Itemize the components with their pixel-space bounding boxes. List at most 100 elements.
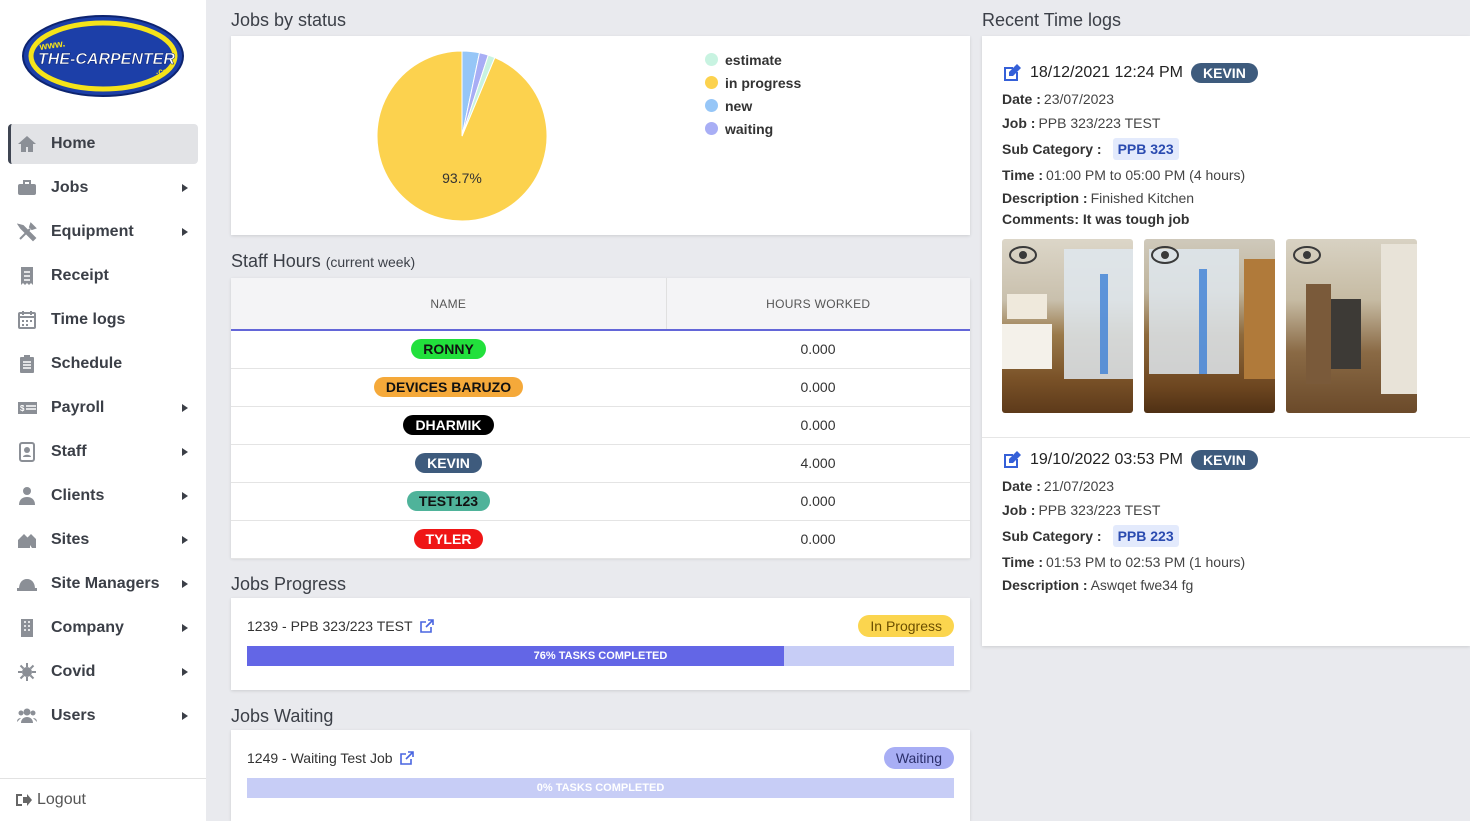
caret-right-icon (182, 624, 188, 632)
caret-right-icon (182, 404, 188, 412)
sidebar-item-receipt[interactable]: Receipt (8, 254, 198, 298)
job-label: Job : (1002, 115, 1036, 131)
sidebar-item-users[interactable]: Users (8, 694, 198, 738)
jobs-by-status-card: 93.7% estimate in progress new waiting (231, 36, 970, 235)
log-header: 18/12/2021 12:24 PM KEVIN (1002, 61, 1428, 85)
legend-item-waiting[interactable]: waiting (705, 117, 801, 140)
log-subcat-line: Sub Category : PPB 323 (1002, 135, 1428, 163)
hard-hat-icon (16, 574, 38, 594)
progress-bar-fill (247, 646, 785, 666)
log-date-line: Date :23/07/2023 (1002, 87, 1428, 111)
logout-button[interactable]: Logout (0, 778, 206, 821)
sidebar-item-staff[interactable]: Staff (8, 430, 198, 474)
caret-right-icon (182, 492, 188, 500)
sidebar-item-clients[interactable]: Clients (8, 474, 198, 518)
users-icon (16, 706, 38, 726)
photo-thumbnail[interactable] (1286, 239, 1417, 413)
edit-icon[interactable] (1002, 63, 1022, 83)
edit-icon[interactable] (1002, 450, 1022, 470)
legend-item-estimate[interactable]: estimate (705, 48, 801, 71)
clipboard-icon (16, 354, 38, 374)
external-link-icon[interactable] (419, 619, 434, 633)
external-link-icon[interactable] (399, 751, 414, 765)
id-badge-icon (16, 442, 38, 462)
legend-swatch (705, 122, 718, 135)
log-subcat-line: Sub Category : PPB 223 (1002, 522, 1258, 550)
caret-right-icon (182, 448, 188, 456)
sidebar-item-label: Sites (51, 531, 90, 548)
time-label: Time : (1002, 167, 1043, 183)
log-datetime: 19/10/2022 03:53 PM (1030, 451, 1184, 468)
log-header: 19/10/2022 03:53 PM KEVIN (1002, 448, 1258, 472)
log-job-line: Job : PPB 323/223 TEST (1002, 111, 1428, 135)
svg-text:$: $ (20, 404, 25, 413)
staff-hours-cell: 0.000 (666, 406, 970, 445)
progress-bar: 76% TASKS COMPLETED (247, 646, 954, 666)
photo-thumbnail[interactable] (1002, 239, 1133, 413)
user-badge: KEVIN (1191, 63, 1258, 83)
sidebar-item-payroll[interactable]: $ Payroll (8, 386, 198, 430)
progress-bar: 0% TASKS COMPLETED (247, 778, 954, 798)
sidebar-item-label: Users (51, 707, 96, 724)
legend-item-in-progress[interactable]: in progress (705, 71, 801, 94)
pie-data-label: 93.7% (442, 170, 482, 186)
sidebar-item-site-managers[interactable]: Site Managers (8, 562, 198, 606)
log-date-line: Date :21/07/2023 (1002, 474, 1258, 498)
jobs-progress-card: 1239 - PPB 323/223 TEST In Progress 76% … (231, 598, 970, 690)
waiting-job-label: 1249 - Waiting Test Job (247, 750, 393, 766)
subcat-label: Sub Category : (1002, 141, 1102, 157)
staff-name-cell: KEVIN (231, 444, 666, 483)
photo-thumbnail[interactable] (1144, 239, 1275, 413)
log-desc-line: Description : Aswqet fwe34 fg (1002, 574, 1258, 596)
jobs-progress-title: Jobs Progress (231, 574, 347, 594)
comments-label: Comments: (1002, 211, 1080, 227)
sidebar-item-label: Time logs (51, 311, 126, 328)
time-log-entry: 19/10/2022 03:53 PM KEVIN Date :21/07/20… (1002, 448, 1258, 596)
status-badge: Waiting (883, 747, 954, 769)
eye-icon[interactable] (1292, 245, 1322, 265)
pie-slice-estimate[interactable] (456, 54, 496, 137)
caret-right-icon (182, 668, 188, 676)
staff-name-badge: KEVIN (415, 453, 482, 473)
sidebar-item-schedule[interactable]: Schedule (8, 342, 198, 386)
company-logo[interactable]: www. THE-CARPENTER .ca (22, 14, 184, 98)
recent-time-logs-title: Recent Time logs (982, 10, 1122, 30)
progress-job-label: 1239 - PPB 323/223 TEST (247, 618, 413, 634)
table-row: DHARMIK 0.000 (231, 406, 970, 445)
job-label: Job : (1002, 502, 1036, 518)
eye-icon[interactable] (1150, 245, 1180, 265)
sidebar-item-label: Receipt (51, 267, 109, 284)
legend-item-new[interactable]: new (705, 94, 801, 117)
log-date: 23/07/2023 (1043, 91, 1114, 107)
log-time-line: Time :01:00 PM to 05:00 PM (4 hours) (1002, 163, 1428, 187)
col-header-name[interactable]: NAME (231, 278, 667, 331)
sidebar-item-company[interactable]: Company (8, 606, 198, 650)
col-header-hours[interactable]: HOURS WORKED (666, 278, 970, 331)
sidebar-item-sites[interactable]: Sites (8, 518, 198, 562)
photo-gallery (1002, 239, 1428, 413)
staff-name-cell: DEVICES BARUZO (231, 368, 666, 407)
legend-swatch (705, 53, 718, 66)
log-time: 01:53 PM to 02:53 PM (1 hours) (1045, 554, 1246, 570)
sidebar-item-covid[interactable]: Covid (8, 650, 198, 694)
user-tie-icon (16, 486, 38, 506)
table-row: TEST123 0.000 (231, 482, 970, 521)
status-pie-chart: 93.7% (376, 50, 548, 222)
staff-name-cell: TEST123 (231, 482, 666, 521)
staff-hours-card: NAME HOURS WORKED RONNY 0.000 DEVICES BARU… (231, 278, 970, 559)
log-comments: It was tough job (1082, 211, 1190, 227)
status-badge: In Progress (858, 615, 954, 637)
sidebar-item-jobs[interactable]: Jobs (8, 166, 198, 210)
sidebar-item-equipment[interactable]: Equipment (8, 210, 198, 254)
log-job: PPB 323/223 TEST (1038, 502, 1161, 518)
caret-right-icon (182, 712, 188, 720)
sidebar-item-time-logs[interactable]: Time logs (8, 298, 198, 342)
eye-icon[interactable] (1008, 245, 1038, 265)
sidebar-item-label: Covid (51, 663, 96, 680)
table-row: RONNY 0.000 (231, 330, 970, 369)
sidebar-item-home[interactable]: Home (8, 124, 198, 164)
log-description: Finished Kitchen (1090, 190, 1195, 206)
table-row: DEVICES BARUZO 0.000 (231, 368, 970, 407)
virus-icon (16, 662, 38, 682)
sidebar-item-label: Schedule (51, 355, 123, 372)
